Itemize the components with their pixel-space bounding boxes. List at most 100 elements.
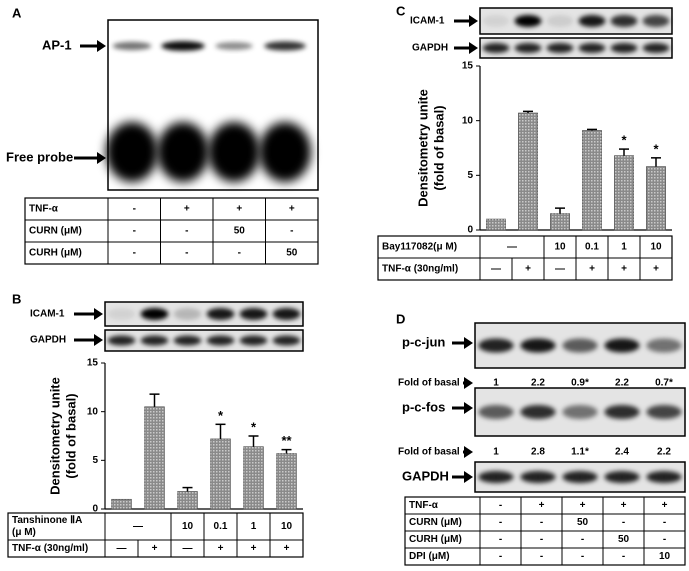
- arrow-head: [97, 40, 106, 52]
- bar-texture: [144, 406, 165, 509]
- bar-texture: [486, 219, 506, 230]
- blot-strip: [104, 301, 304, 327]
- blot-band: [173, 335, 202, 346]
- y-axis-label: Densitometry unite: [47, 377, 62, 495]
- blot-band: [646, 471, 682, 483]
- blot-band: [610, 15, 638, 27]
- cell: 1: [621, 242, 627, 253]
- cell: +: [621, 500, 627, 511]
- blot-band: [482, 15, 510, 27]
- cell: -: [499, 517, 502, 528]
- cell: +: [251, 543, 257, 554]
- panel-label: D: [396, 311, 405, 326]
- cell: —: [133, 521, 143, 532]
- blot-band: [562, 338, 598, 353]
- cell: 50: [618, 534, 630, 545]
- cell: -: [238, 248, 241, 259]
- arrow-head: [464, 377, 473, 389]
- cell: 0.1: [214, 521, 228, 532]
- blot-band: [482, 43, 510, 53]
- cell: -: [540, 517, 543, 528]
- cell: 50: [286, 248, 298, 259]
- row-label: Tanshinone ⅡA: [12, 515, 82, 526]
- cell: —: [491, 264, 501, 275]
- cell: -: [581, 551, 584, 562]
- y-axis-label: (fold of basal): [63, 393, 78, 478]
- significance: *: [218, 408, 224, 423]
- cell: +: [621, 264, 627, 275]
- fold-value: 0.9*: [571, 378, 589, 389]
- fold-value: 2.4: [615, 447, 629, 458]
- y-tick-label: 10: [462, 115, 474, 126]
- blot-band: [578, 43, 606, 53]
- row-label: CURN (μM): [409, 517, 462, 528]
- blot-label: GAPDH: [402, 468, 449, 483]
- table-border: [7, 512, 304, 558]
- blot-band: [514, 15, 542, 27]
- cell: -: [290, 226, 293, 237]
- table-border: [24, 197, 319, 265]
- row-label: Bay117082(μ M): [382, 242, 457, 253]
- fold-value: 2.2: [657, 447, 671, 458]
- band-label: Free probe: [6, 149, 73, 164]
- fold-value: 2.2: [531, 378, 545, 389]
- fold-label: Fold of basal: [398, 378, 460, 389]
- blot-band: [107, 335, 136, 346]
- row-label: TNF-α: [409, 500, 439, 511]
- blot-band: [604, 405, 640, 419]
- blot-band: [239, 308, 268, 320]
- fold-value: 1: [493, 447, 499, 458]
- gel-band: [215, 42, 253, 50]
- bar-texture: [177, 491, 198, 509]
- blot-label: GAPDH: [30, 335, 66, 346]
- blot-band: [604, 338, 640, 353]
- arrow-head: [464, 471, 473, 483]
- panel-label: C: [396, 3, 406, 18]
- cell: -: [663, 517, 666, 528]
- blot-label: ICAM-1: [30, 309, 65, 320]
- bar-texture: [518, 113, 538, 230]
- arrow-head: [94, 308, 103, 320]
- row-label: CURN (μM): [29, 226, 82, 237]
- blot-band: [206, 335, 235, 346]
- cell: —: [555, 264, 565, 275]
- blot-band: [642, 15, 670, 27]
- row-label: (μ M): [12, 527, 36, 538]
- significance: *: [621, 133, 627, 148]
- blot-band: [520, 338, 556, 353]
- cell: —: [117, 543, 127, 554]
- cell: -: [499, 500, 502, 511]
- cell: 10: [182, 521, 194, 532]
- significance: *: [653, 141, 659, 156]
- arrow-head: [464, 402, 473, 414]
- cell: +: [589, 264, 595, 275]
- row-label: TNF-α (30ng/ml): [12, 543, 88, 554]
- cell: +: [284, 543, 290, 554]
- blot-band: [610, 43, 638, 53]
- cell: -: [622, 517, 625, 528]
- gel-band: [112, 41, 152, 51]
- row-label: CURH (μM): [29, 248, 82, 259]
- cell: +: [539, 500, 545, 511]
- cell: +: [289, 204, 295, 215]
- cell: 1: [251, 521, 257, 532]
- blot-band: [562, 405, 598, 419]
- cell: -: [663, 534, 666, 545]
- blot-band: [272, 308, 301, 320]
- panel-label: A: [12, 5, 22, 20]
- significance: *: [251, 419, 257, 434]
- cell: +: [152, 543, 158, 554]
- y-tick-label: 0: [467, 225, 473, 236]
- blot-band: [478, 405, 514, 419]
- fold-value: 2.8: [531, 447, 545, 458]
- row-label: CURH (μM): [409, 534, 462, 545]
- blot-band: [206, 308, 235, 320]
- cell: +: [580, 500, 586, 511]
- bar-texture: [614, 155, 634, 230]
- y-tick-label: 15: [462, 61, 474, 72]
- bar-texture: [582, 130, 602, 230]
- cell: 10: [650, 242, 662, 253]
- fold-value: 1.1*: [571, 447, 589, 458]
- y-tick-label: 5: [92, 455, 98, 466]
- blot-band: [272, 335, 301, 346]
